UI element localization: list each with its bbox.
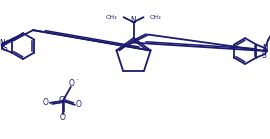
- Text: +: +: [5, 39, 9, 44]
- Text: N: N: [0, 39, 5, 48]
- Text: S: S: [261, 51, 266, 59]
- Text: CH₃: CH₃: [106, 15, 118, 20]
- Text: S: S: [2, 44, 7, 53]
- Text: N: N: [263, 44, 268, 53]
- Text: O: O: [69, 80, 75, 88]
- Text: O: O: [60, 113, 66, 122]
- Text: O: O: [76, 100, 82, 109]
- Text: O: O: [43, 98, 49, 107]
- Text: ⁻: ⁻: [75, 80, 78, 85]
- Text: Cl: Cl: [59, 96, 67, 105]
- Text: N: N: [131, 16, 136, 25]
- Text: CH₃: CH₃: [150, 15, 161, 20]
